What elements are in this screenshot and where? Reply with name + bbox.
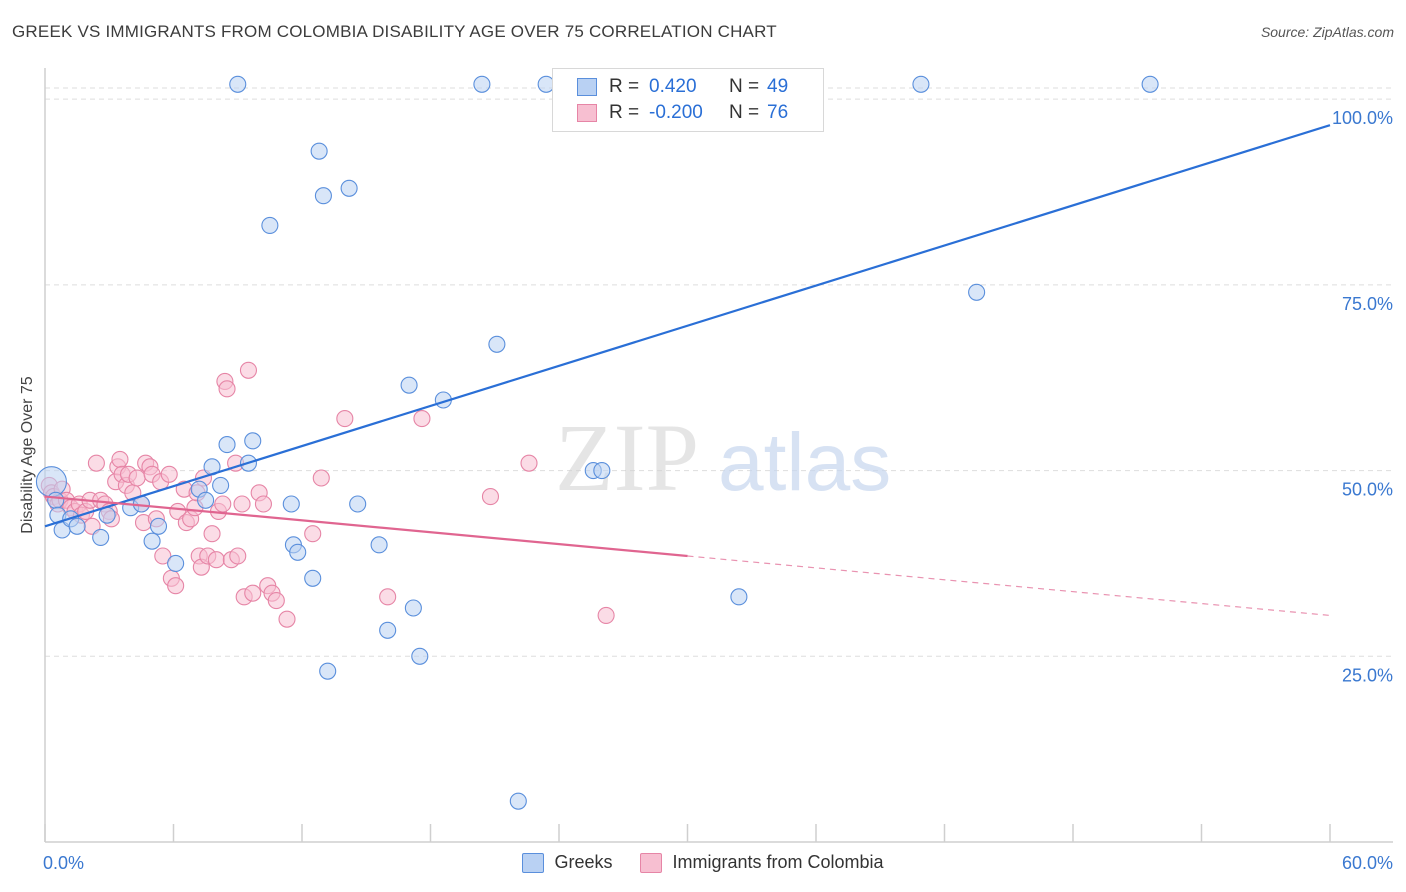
trend-lines xyxy=(44,124,1331,617)
trend-line-greeks xyxy=(44,124,1331,528)
axes xyxy=(44,68,1393,843)
point-colombia xyxy=(244,584,262,602)
point-greeks xyxy=(379,621,397,639)
point-colombia xyxy=(336,410,354,428)
chart-source: Source: ZipAtlas.com xyxy=(1260,24,1394,40)
point-colombia xyxy=(128,469,146,487)
point-greeks xyxy=(593,462,611,480)
legend-n-label: N = xyxy=(729,102,760,123)
points-greeks xyxy=(35,75,1159,810)
point-colombia xyxy=(87,454,105,472)
point-colombia xyxy=(167,577,185,595)
point-greeks xyxy=(370,536,388,554)
watermark: ZIP atlas xyxy=(555,404,891,511)
watermark-atlas: atlas xyxy=(718,417,891,508)
legend-n-value: 49 xyxy=(767,76,789,97)
legend-r-value: -0.200 xyxy=(649,102,703,123)
point-greeks xyxy=(244,432,262,450)
legend-swatch-blue xyxy=(577,78,597,96)
point-colombia xyxy=(267,592,285,610)
point-greeks xyxy=(35,466,67,498)
colombia-legend-label: Immigrants from Colombia xyxy=(672,852,884,872)
greeks-swatch xyxy=(522,852,545,873)
legend-r-label: R = xyxy=(609,76,640,97)
point-colombia xyxy=(278,610,296,628)
trend-line-colombia xyxy=(44,495,688,558)
y-tick-label: 50.0% xyxy=(1342,480,1393,500)
point-colombia xyxy=(379,588,397,606)
point-greeks xyxy=(149,517,168,535)
point-colombia xyxy=(218,380,236,398)
series-legend: Greeks Immigrants from Colombia xyxy=(0,852,1406,873)
point-greeks xyxy=(229,75,247,93)
point-greeks xyxy=(509,792,527,810)
series-legend-greeks[interactable]: Greeks xyxy=(522,852,612,873)
point-greeks xyxy=(282,495,300,513)
point-greeks xyxy=(314,187,332,205)
point-colombia xyxy=(597,606,615,624)
point-colombia xyxy=(520,454,538,472)
point-greeks xyxy=(47,491,65,509)
point-greeks xyxy=(400,376,418,394)
y-tick-label: 75.0% xyxy=(1342,294,1393,314)
x-tick-label: 60.0% xyxy=(1342,853,1393,873)
point-colombia xyxy=(312,469,330,487)
legend-r-label: R = xyxy=(609,102,640,123)
point-colombia xyxy=(413,410,431,428)
point-greeks xyxy=(212,476,230,494)
point-greeks xyxy=(289,543,307,561)
point-greeks xyxy=(411,647,429,665)
point-colombia xyxy=(160,465,178,483)
x-tick-label: 0.0% xyxy=(43,853,84,873)
legend-n-label: N = xyxy=(729,76,760,97)
trend-line-colombia-extension xyxy=(687,555,1331,617)
greeks-legend-label: Greeks xyxy=(554,852,613,872)
legend-row-greeks: R = 0.420 N = 49 xyxy=(577,75,788,99)
point-colombia xyxy=(233,495,251,513)
colombia-swatch xyxy=(640,852,663,873)
point-greeks xyxy=(968,283,986,301)
y-tick-label: 100.0% xyxy=(1332,108,1393,128)
point-greeks xyxy=(319,662,337,680)
point-greeks xyxy=(310,142,328,160)
point-colombia xyxy=(304,525,322,543)
point-colombia xyxy=(207,551,225,569)
point-greeks xyxy=(340,179,358,197)
point-greeks xyxy=(304,569,322,587)
point-colombia xyxy=(254,495,273,513)
point-greeks xyxy=(488,335,506,353)
point-colombia xyxy=(214,495,232,513)
point-greeks xyxy=(349,495,367,513)
point-colombia xyxy=(239,361,258,379)
point-greeks xyxy=(143,532,161,550)
point-greeks xyxy=(68,517,86,535)
legend-row-colombia: R = -0.200 N = 76 xyxy=(577,101,788,125)
point-greeks xyxy=(218,436,236,454)
point-colombia xyxy=(111,450,129,468)
watermark-zip: ZIP xyxy=(555,404,699,511)
point-greeks xyxy=(261,216,279,234)
legend-r-value: 0.420 xyxy=(649,76,697,97)
legend-n-value: 76 xyxy=(767,102,789,123)
point-greeks xyxy=(167,554,185,572)
point-colombia xyxy=(203,525,221,543)
point-greeks xyxy=(473,75,491,93)
point-colombia xyxy=(154,547,172,565)
point-greeks xyxy=(404,599,422,617)
points-immigrants-from-colombia xyxy=(40,361,615,628)
point-greeks xyxy=(1141,75,1159,93)
point-greeks xyxy=(730,588,748,606)
y-tick-label: 25.0% xyxy=(1342,665,1393,685)
series-legend-colombia[interactable]: Immigrants from Colombia xyxy=(640,852,884,873)
chart-title: GREEK VS IMMIGRANTS FROM COLOMBIA DISABI… xyxy=(12,22,777,41)
point-greeks xyxy=(92,528,110,546)
point-colombia xyxy=(229,547,247,565)
point-greeks xyxy=(912,75,930,93)
legend-swatch-pink xyxy=(577,104,597,122)
point-colombia xyxy=(481,488,500,506)
correlation-legend: R = 0.420 N = 49 R = -0.200 N = 76 xyxy=(552,68,824,132)
tick-labels: 25.0% 50.0% 75.0% 100.0% 0.0% 60.0% xyxy=(43,108,1393,873)
point-greeks xyxy=(197,491,215,509)
